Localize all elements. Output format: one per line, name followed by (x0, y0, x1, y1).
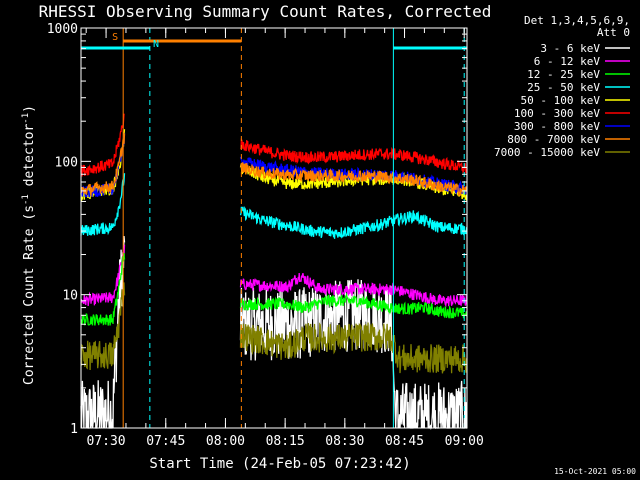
series-line (80, 252, 468, 326)
legend-entry-label: 800 - 7000 keV (507, 133, 600, 146)
x-tick-label: 07:30 (86, 434, 125, 449)
legend-entry-label: 12 - 25 keV (527, 68, 600, 81)
series-7000-to-15000keV (80, 282, 468, 374)
x-tick-label: 07:45 (146, 434, 185, 449)
y-tick-label: 1 (70, 422, 78, 437)
y-axis-label: Corrected Count Rate (s-1 detector-1) (21, 105, 37, 385)
y-tick-label: 1000 (47, 22, 78, 37)
footer-timestamp: 15-Oct-2021 05:00 (554, 467, 636, 476)
series-line (80, 133, 468, 198)
series-6-to-12keV (80, 244, 468, 308)
marker-layer: SN (81, 28, 467, 428)
series-12-to-25keV (80, 252, 468, 326)
svg-text:Corrected Count Rate (s-1 dete: Corrected Count Rate (s-1 detector-1) (21, 105, 37, 385)
x-tick-label: 09:00 (445, 434, 484, 449)
series-25-to-50keV (80, 173, 468, 239)
legend-entry-label: 100 - 300 keV (514, 107, 600, 120)
legend-entry-label: 50 - 100 keV (521, 94, 601, 107)
axis-layer: 1 10 100 1000 07:30 07:45 08:00 08:15 08:30 08:45… (47, 22, 484, 449)
series-line (80, 113, 468, 177)
legend-header-line: Det 1,3,4,5,6,9, (524, 14, 630, 27)
y-tick-label: 10 (62, 289, 78, 304)
series-line (80, 282, 468, 374)
x-tick-label: 08:45 (385, 434, 424, 449)
legend-entry-label: 25 - 50 keV (527, 81, 600, 94)
legend-entry-label: 7000 - 15000 keV (494, 146, 600, 159)
series-800-to-7000keV (80, 133, 468, 198)
x-tick-label: 08:30 (325, 434, 364, 449)
x-tick-label: 08:00 (206, 434, 245, 449)
y-axis-label-sup1: -1 (21, 194, 31, 205)
legend-entry-label: 3 - 6 keV (540, 42, 600, 55)
y-axis-label-mid: detector (22, 124, 37, 195)
flag-label-S: S (112, 32, 118, 43)
chart-title: RHESSI Observing Summary Count Rates, Co… (39, 2, 492, 21)
x-axis-label: Start Time (24-Feb-05 07:23:42) (149, 456, 410, 472)
series-100-to-300keV (80, 113, 468, 177)
y-axis-label-end: ) (22, 105, 37, 113)
y-tick-label: 100 (55, 155, 78, 170)
series-layer (80, 113, 468, 430)
legend-header-line: Att 0 (597, 26, 630, 39)
legend-entry-label: 6 - 12 keV (534, 55, 601, 68)
x-tick-label: 08:15 (266, 434, 305, 449)
legend-entry-label: 300 - 800 keV (514, 120, 600, 133)
series-line (80, 173, 468, 239)
plot-frame (80, 27, 468, 429)
y-axis-label-main: Corrected Count Rate (s (22, 205, 37, 385)
y-axis-label-sup2: -1 (21, 113, 31, 124)
series-line (80, 244, 468, 308)
flag-label-N: N (153, 39, 159, 50)
